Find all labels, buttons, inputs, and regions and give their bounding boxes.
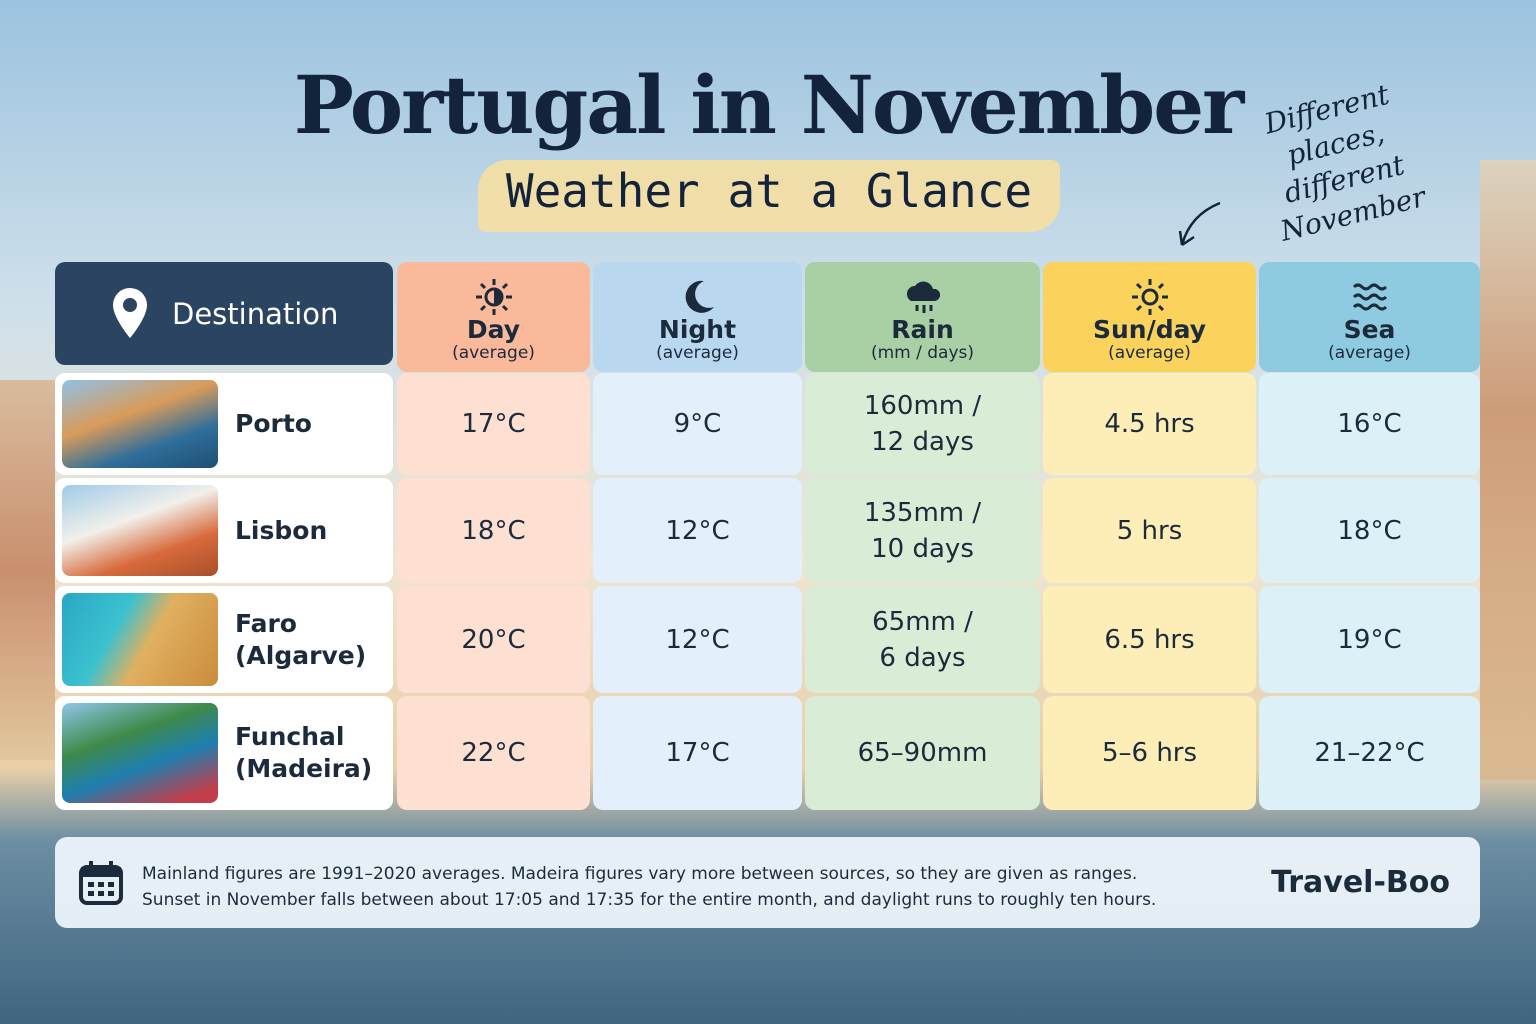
value-line: 17°C <box>665 738 730 768</box>
column-subtitle: (average) <box>452 343 535 363</box>
destination-name-line: Porto <box>235 409 312 438</box>
column-title: Day <box>466 315 521 344</box>
value-line: 6 days <box>879 642 966 673</box>
destination-name: Funchal (Madeira) <box>235 721 372 785</box>
data-cell: 135mm / 10 days <box>805 478 1040 583</box>
column-icon <box>1352 283 1387 311</box>
value-line: 20°C <box>461 624 526 655</box>
data-cell: 12°C <box>593 478 802 583</box>
footer: Mainland figures are 1991–2020 averages.… <box>55 837 1480 928</box>
data-cell: 9°C <box>593 373 802 475</box>
destination-name-line: Lisbon <box>235 515 328 545</box>
brand: Travel-Boo <box>1271 865 1450 900</box>
column-subtitle: (average) <box>1108 343 1191 363</box>
calendar-icon <box>79 861 123 905</box>
value-line: 9°C <box>673 409 722 439</box>
value-line: 160mm / <box>863 391 982 421</box>
data-cell: 17°C <box>397 373 590 475</box>
value-line: 18°C <box>1337 515 1402 546</box>
data-cell: 19°C <box>1259 586 1480 693</box>
data-cell: 65mm / 6 days <box>805 586 1040 693</box>
value-line: 22°C <box>461 738 526 768</box>
destination-photo <box>62 703 218 803</box>
value-line: 10 days <box>871 533 974 564</box>
value-line: 16°C <box>1337 409 1402 439</box>
data-cell: 5–6 hrs <box>1043 696 1256 810</box>
destination-name: Lisbon <box>235 515 327 547</box>
destination-name-line: Funchal <box>235 722 345 751</box>
destination-name-line: (Madeira) <box>235 754 373 783</box>
column-title: Night <box>658 315 737 344</box>
destination-name: Porto <box>235 408 312 440</box>
value-line: 21–22°C <box>1314 738 1425 768</box>
destination-cell: Lisbon <box>55 478 393 583</box>
destination-header-text: Destination <box>172 296 339 331</box>
data-cell: 17°C <box>593 696 802 810</box>
data-cell: 21–22°C <box>1259 696 1480 810</box>
destination-cell: Porto <box>55 373 393 475</box>
value-line: 5–6 hrs <box>1101 738 1198 768</box>
value-line: 17°C <box>461 409 526 439</box>
data-cell: 18°C <box>1259 478 1480 583</box>
value-line: 135mm / <box>863 497 982 528</box>
value-line: 12 days <box>871 427 974 457</box>
data-cell: 18°C <box>397 478 590 583</box>
data-cell: 5 hrs <box>1043 478 1256 583</box>
value-line: 19°C <box>1337 624 1402 655</box>
data-cell: 6.5 hrs <box>1043 586 1256 693</box>
arrow <box>1178 201 1221 247</box>
destination-header: Destination <box>55 262 393 365</box>
destination-name-line: Faro (Algarve) <box>235 608 367 670</box>
column-title: Sun/day <box>1092 315 1207 344</box>
value-line: 6.5 hrs <box>1104 624 1195 655</box>
data-cell: 65–90mm <box>805 696 1040 810</box>
value-line: 65mm / <box>872 606 973 637</box>
column-header: Sun/day (average) <box>1043 262 1256 372</box>
column-title: Rain <box>891 315 954 344</box>
note-line: Sunset in November falls between about 1… <box>142 890 1157 910</box>
value-line: 18°C <box>461 515 526 546</box>
column-icon <box>685 280 714 313</box>
destination-cell: Funchal (Madeira) <box>55 696 393 810</box>
subtitle-band <box>478 160 1060 232</box>
column-header: Day (average) <box>397 262 590 372</box>
city-left <box>0 380 55 760</box>
column-icon <box>1131 279 1168 315</box>
column-subtitle: (average) <box>1328 343 1411 363</box>
value-line: 12°C <box>665 515 730 546</box>
data-cell: 12°C <box>593 586 802 693</box>
destination-photo <box>62 380 218 468</box>
value-line: 5 hrs <box>1116 515 1183 546</box>
column-header: Rain (mm / days) <box>805 262 1040 372</box>
column-icon <box>475 279 512 315</box>
column-header: Sea (average) <box>1259 262 1480 372</box>
column-title: Sea <box>1343 315 1396 344</box>
column-subtitle: (average) <box>656 343 739 363</box>
subtitle: Weather at a Glance <box>505 164 1033 218</box>
data-cell: 22°C <box>397 696 590 810</box>
destination-name: Faro (Algarve) <box>235 608 393 672</box>
column-subtitle: (mm / days) <box>870 343 975 363</box>
data-cell: 4.5 hrs <box>1043 373 1256 475</box>
city-right <box>1480 160 1536 780</box>
value-line: 4.5 hrs <box>1104 409 1195 439</box>
destination-photo <box>62 485 218 576</box>
data-cell: 160mm / 12 days <box>805 373 1040 475</box>
destination-cell: Faro (Algarve) <box>55 586 393 693</box>
value-line: 12°C <box>665 624 730 655</box>
data-cell: 20°C <box>397 586 590 693</box>
notes: Mainland figures are 1991–2020 averages.… <box>142 861 1156 913</box>
value-line: 65–90mm <box>857 738 988 768</box>
column-icon <box>906 281 940 313</box>
data-cell: 16°C <box>1259 373 1480 475</box>
column-header: Night (average) <box>593 262 802 372</box>
title: Portugal in November <box>293 58 1245 152</box>
pin-icon <box>113 287 147 338</box>
destination-photo <box>62 593 218 686</box>
note-line: Mainland figures are 1991–2020 averages.… <box>142 864 1138 884</box>
